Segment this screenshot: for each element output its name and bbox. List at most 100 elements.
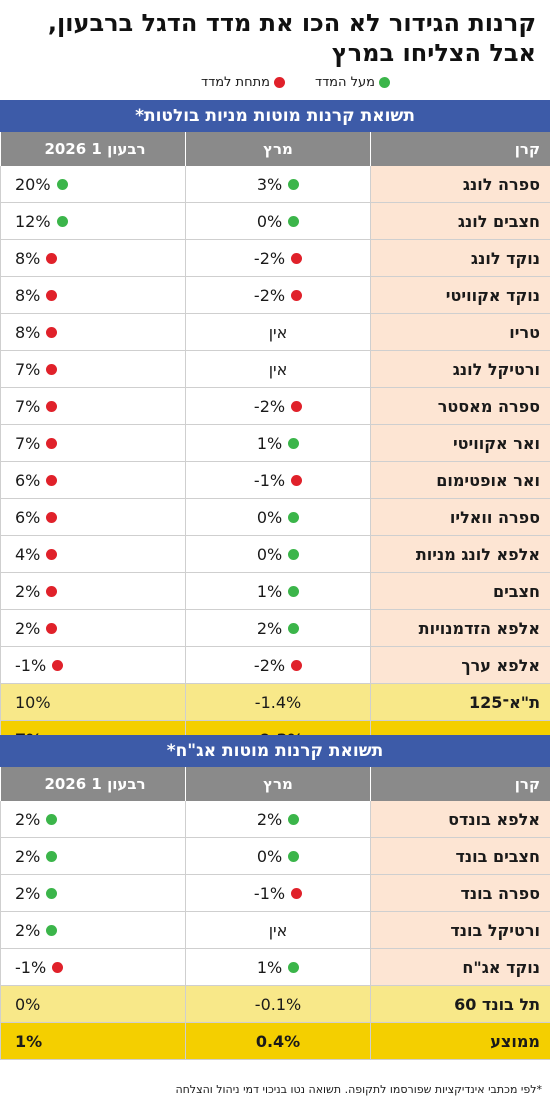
march-return-value: 0% xyxy=(256,544,283,564)
march-return-value: 2% xyxy=(256,809,283,829)
green-dot-icon xyxy=(288,961,300,973)
q1-return: 8% xyxy=(0,277,185,313)
march-return-value: 1% xyxy=(256,433,283,453)
march-return-value: -1.4% xyxy=(254,692,302,712)
q1-return-value: 2% xyxy=(15,581,41,601)
table-row: אלפא הזדמנויות 2% 2% xyxy=(0,610,550,647)
red-dot-icon xyxy=(291,400,303,412)
average-row: ממוצע 0.4% 1% xyxy=(0,1023,550,1060)
q1-return-value: 7% xyxy=(15,396,41,416)
title-line-2: אבל הצליחו במרץ xyxy=(331,39,536,67)
fund-name: ואר אקוויטי xyxy=(370,425,550,461)
header-march: מרץ xyxy=(185,132,370,166)
march-return: -0.1% xyxy=(185,986,370,1022)
march-return-value: -2% xyxy=(253,248,286,268)
q1-return: 1% xyxy=(0,1023,185,1059)
fund-name: אלפא לונג מניות xyxy=(370,536,550,572)
fund-name: ספרה בונד xyxy=(370,875,550,911)
march-return: 0% xyxy=(185,536,370,572)
bonds-table-header: קרן מרץ רבעון 1 2026 xyxy=(0,767,550,801)
march-return: 0.4% xyxy=(185,1023,370,1059)
fund-name: ספרה לונג xyxy=(370,166,550,202)
march-return-value: 2% xyxy=(256,618,283,638)
index-row: ת"א־125 -1.4% 10% xyxy=(0,684,550,721)
march-return: 2% xyxy=(185,610,370,646)
red-dot-icon xyxy=(46,548,58,560)
march-return-value: -2% xyxy=(253,396,286,416)
title-line-1: קרנות הגידור לא הכו את מדד הדגל ברבעון, xyxy=(47,9,536,37)
red-dot-icon xyxy=(46,622,58,634)
q1-return: 2% xyxy=(0,573,185,609)
header-q1: רבעון 1 2026 xyxy=(0,132,185,166)
table-row: ורטיקל לונג אין 7% xyxy=(0,351,550,388)
q1-return-value: 8% xyxy=(15,248,41,268)
green-dot-icon xyxy=(46,850,58,862)
equity-table-header: קרן מרץ רבעון 1 2026 xyxy=(0,132,550,166)
march-return: -2% xyxy=(185,277,370,313)
green-dot-icon xyxy=(288,178,300,190)
green-dot-icon xyxy=(288,215,300,227)
q1-return: 2% xyxy=(0,912,185,948)
equity-table-body: ספרה לונג 3% 20% חצבים לונג 0% 12% נוקד לונג -2… xyxy=(0,166,550,758)
q1-return: 4% xyxy=(0,536,185,572)
march-return-value: -2% xyxy=(253,285,286,305)
fund-name: חצבים xyxy=(370,573,550,609)
march-return: 3% xyxy=(185,166,370,202)
red-dot-icon xyxy=(46,252,58,264)
index-row-label: תל בונד 60 xyxy=(370,986,550,1022)
q1-return-value: 6% xyxy=(15,470,41,490)
red-dot-icon xyxy=(46,474,58,486)
green-dot-icon xyxy=(288,437,300,449)
q1-return-value: 10% xyxy=(15,692,51,712)
legend-above-label: מעל המדד xyxy=(314,74,375,90)
red-dot-icon xyxy=(291,252,303,264)
table-row: ספרה וואליו 0% 6% xyxy=(0,499,550,536)
q1-return-value: 1% xyxy=(15,1031,43,1051)
bonds-table-body: אלפא בונדס 2% 2% חצבים בונד 0% 2% ספרה בונד -1%… xyxy=(0,801,550,1060)
legend: מעל המדד מתחת למדד xyxy=(14,72,390,92)
q1-return-value: 4% xyxy=(15,544,41,564)
average-row-label: ממוצע xyxy=(370,1023,550,1059)
red-dot-icon xyxy=(46,511,58,523)
march-return-value: -2% xyxy=(253,655,286,675)
march-return-value: 1% xyxy=(256,581,283,601)
fund-name: חצבים בונד xyxy=(370,838,550,874)
march-return: אין xyxy=(185,314,370,350)
table-row: ורטיקל בונד אין 2% xyxy=(0,912,550,949)
q1-return-value: 20% xyxy=(15,174,51,194)
green-dot-icon xyxy=(56,215,68,227)
q1-return: 2% xyxy=(0,801,185,837)
table-row: אלפא בונדס 2% 2% xyxy=(0,801,550,838)
green-dot-icon xyxy=(46,924,58,936)
table-row: נוקד לונג -2% 8% xyxy=(0,240,550,277)
fund-name: נוקד אקוויטי xyxy=(370,277,550,313)
q1-return: -1% xyxy=(0,949,185,985)
march-return-value: 0.4% xyxy=(255,1031,301,1051)
equity-funds-table: תשואת קרנות מוטות מניות בולטות* קרן מרץ … xyxy=(0,100,550,758)
q1-return-value: 7% xyxy=(15,433,41,453)
red-dot-icon xyxy=(291,474,303,486)
march-return-value: -1% xyxy=(253,470,286,490)
march-return-value: 0% xyxy=(256,507,283,527)
q1-return-value: 2% xyxy=(15,809,41,829)
header-march: מרץ xyxy=(185,767,370,801)
q1-return: 8% xyxy=(0,314,185,350)
q1-return: -1% xyxy=(0,647,185,683)
header-q1: רבעון 1 2026 xyxy=(0,767,185,801)
march-return: 1% xyxy=(185,573,370,609)
q1-return-value: 12% xyxy=(15,211,51,231)
march-return: -1% xyxy=(185,462,370,498)
red-dot-icon xyxy=(46,326,58,338)
green-dot-icon xyxy=(288,511,300,523)
red-dot-icon xyxy=(291,289,303,301)
q1-return-value: 2% xyxy=(15,883,41,903)
q1-return: 10% xyxy=(0,684,185,720)
red-dot-icon xyxy=(291,659,303,671)
march-return: 0% xyxy=(185,838,370,874)
march-return-value: -0.1% xyxy=(254,994,302,1014)
q1-return-value: -1% xyxy=(15,957,47,977)
q1-return: 20% xyxy=(0,166,185,202)
march-return: -2% xyxy=(185,240,370,276)
table-row: אלפא לונג מניות 0% 4% xyxy=(0,536,550,573)
table-row: ספרה לונג 3% 20% xyxy=(0,166,550,203)
